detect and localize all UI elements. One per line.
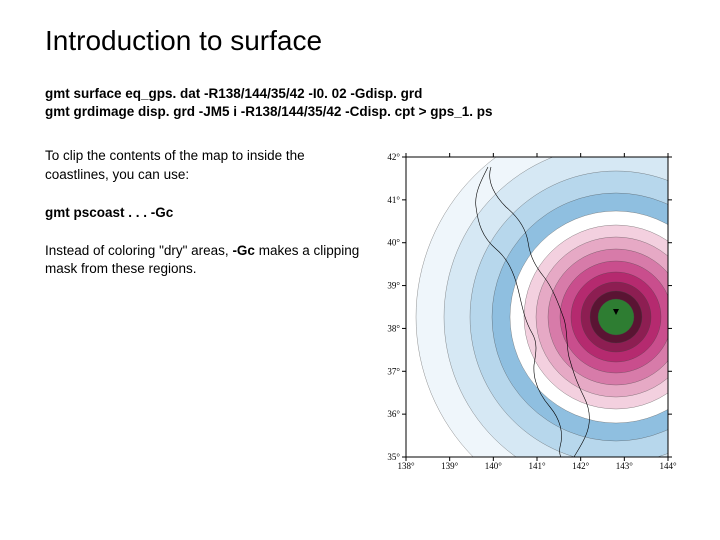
ytick-label: 41° [387,195,400,205]
ytick-label: 42° [387,152,400,162]
xtick-label: 139° [441,461,459,471]
xtick-label: 143° [616,461,634,471]
ytick-label: 39° [387,281,400,291]
body-para-1: To clip the contents of the map to insid… [45,147,362,183]
map-figure: 138° 139° 140° 141° 142° 143° 144° 35° 36° 37° 38°… [378,147,675,477]
xtick-label: 144° [659,461,677,471]
page-title: Introduction to surface [45,25,675,57]
command-line-1: gmt surface eq_gps. dat -R138/144/35/42 … [45,85,675,103]
body-p2-b: -Gc [232,243,255,258]
ytick-label: 36° [387,410,400,420]
ytick-label: 35° [387,452,400,462]
body-text: To clip the contents of the map to insid… [45,147,362,477]
ytick-label: 37° [387,367,400,377]
xtick-label: 141° [528,461,546,471]
body-command: gmt pscoast . . . -Gc [45,204,362,222]
body-p2-a: Instead of coloring "dry" areas, [45,243,232,258]
xtick-label: 142° [572,461,590,471]
command-block: gmt surface eq_gps. dat -R138/144/35/42 … [45,85,675,121]
command-line-2: gmt grdimage disp. grd -JM5 i -R138/144/… [45,103,675,121]
xtick-label: 138° [397,461,415,471]
xtick-label: 140° [485,461,503,471]
ytick-label: 38° [387,324,400,334]
body-para-2: Instead of coloring "dry" areas, -Gc mak… [45,242,362,278]
contour-map: 138° 139° 140° 141° 142° 143° 144° 35° 36° 37° 38°… [378,147,678,477]
ytick-label: 40° [387,238,400,248]
